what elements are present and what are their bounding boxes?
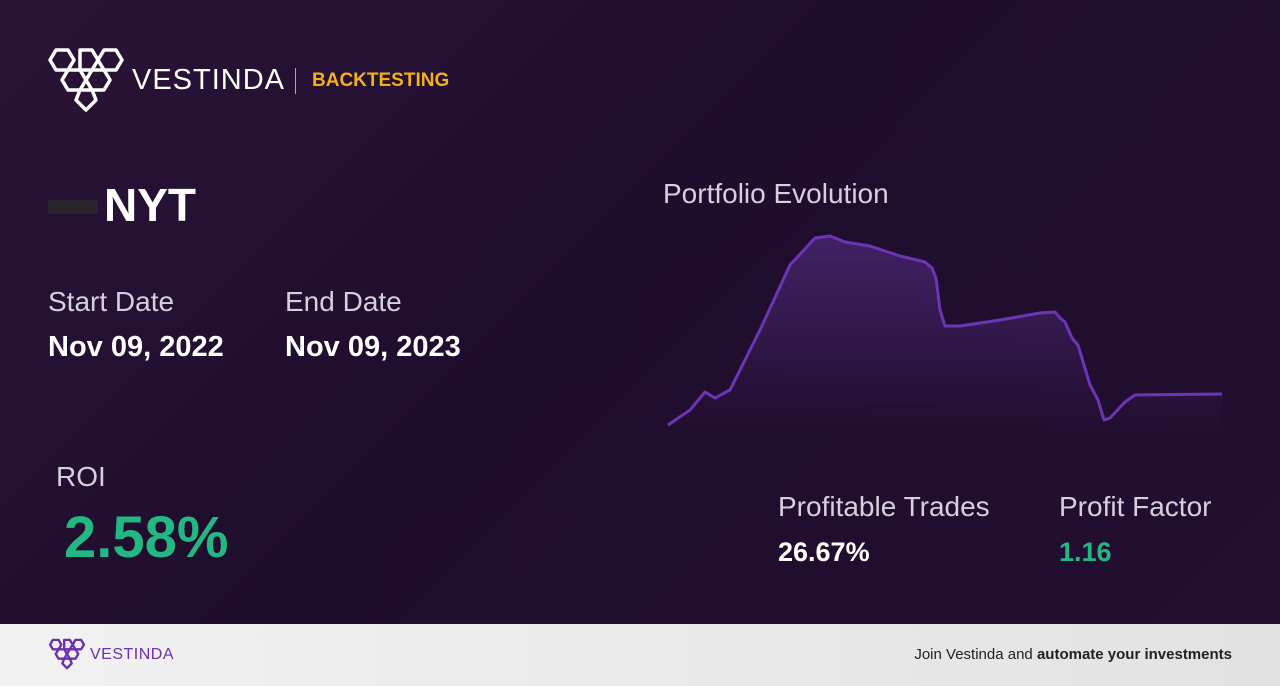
portfolio-sparkline (667, 234, 1223, 430)
cta-prefix: Join Vestinda and (914, 646, 1033, 663)
end-date-value: Nov 09, 2023 (285, 331, 461, 363)
footer-logo (48, 638, 86, 670)
brand-logo (48, 48, 124, 112)
footer-cta: Join Vestinda and automate your investme… (914, 646, 1232, 663)
profitable-trades-value: 26.67% (778, 537, 870, 567)
sparkline-area (668, 236, 1222, 430)
sparkline-line (667, 234, 1223, 427)
profit-factor-value: 1.16 (1059, 537, 1112, 567)
chart-title: Portfolio Evolution (663, 178, 889, 209)
brand-name: VESTINDA (132, 64, 286, 96)
ticker-logo (48, 200, 98, 214)
roi-value: 2.58% (64, 505, 229, 570)
ticker: NYT (104, 179, 196, 231)
start-date-value: Nov 09, 2022 (48, 331, 224, 363)
roi-label: ROI (56, 461, 106, 492)
start-date-label: Start Date (48, 286, 175, 317)
profitable-trades-label: Profitable Trades (778, 491, 990, 522)
footer: VESTINDA Join Vestinda and automate your… (0, 624, 1280, 686)
footer-brand: VESTINDA (90, 646, 175, 663)
end-date-label: End Date (285, 286, 402, 317)
divider (295, 68, 296, 94)
section-name: BACKTESTING (312, 70, 450, 91)
cta-emphasis: automate your investments (1036, 646, 1232, 663)
card: VESTINDA BACKTESTING NYT Start Date Nov … (0, 0, 1280, 624)
profit-factor-label: Profit Factor (1059, 491, 1212, 522)
